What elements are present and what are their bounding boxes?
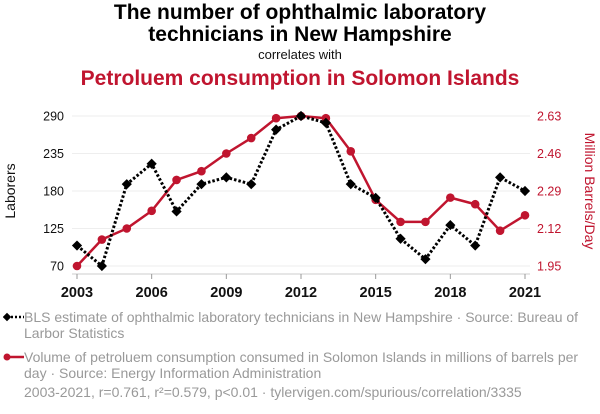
chart-plot: 70 125 180 235 290 1.95 2.12 2.29 2.46 2.63 2003… <box>2 110 598 301</box>
laborers-point <box>71 240 83 251</box>
y-left-tick-label: 125 <box>43 222 64 236</box>
correlation-footer: 2003-2021, r=0.761, r²=0.579, p<0.01 · t… <box>24 384 522 400</box>
chart-title: The number of ophthalmic laboratory tech… <box>0 2 600 46</box>
x-tick-label: 2018 <box>434 285 466 300</box>
laborers-point <box>171 206 182 217</box>
y-left-tick-label: 235 <box>43 147 64 161</box>
x-tick-label: 2003 <box>61 285 93 300</box>
legend-text-petroleum: Volume of petroluem consumption consumed… <box>24 349 579 381</box>
petroleum-point <box>346 146 356 156</box>
chart-title-line2: technicians in New Hampshire <box>148 23 452 46</box>
x-tick-label: 2012 <box>285 285 317 300</box>
grid-lines <box>72 115 530 267</box>
laborers-point <box>470 240 481 251</box>
petroleum-point <box>147 206 156 216</box>
legend-marker-laborers-icon <box>3 312 24 322</box>
petroleum-point <box>396 217 405 227</box>
x-tick-label: 2015 <box>360 285 392 300</box>
y-axis-right-title: Million Barrels/Day <box>582 133 598 250</box>
y-axis-right-ticks: 1.95 2.12 2.29 2.46 2.63 <box>537 110 561 274</box>
petroleum-point <box>72 261 82 271</box>
chart-subtitle: correlates with <box>258 47 342 62</box>
y-right-tick-label: 1.95 <box>537 260 561 274</box>
petroleum-point <box>97 235 107 244</box>
laborers-point <box>246 179 257 190</box>
petroleum-point <box>421 217 430 227</box>
laborers-point <box>121 179 132 190</box>
petroleum-point <box>271 113 281 123</box>
x-tick-label: 2006 <box>136 285 168 300</box>
y-left-tick-label: 180 <box>43 185 64 199</box>
petroleum-point <box>446 193 455 202</box>
laborers-point <box>395 233 406 244</box>
x-tick-label: 2009 <box>210 285 242 300</box>
y-left-tick-label: 70 <box>50 260 64 274</box>
petroleum-point <box>246 133 256 143</box>
petroleum-point <box>470 199 480 209</box>
laborers-point <box>146 158 157 169</box>
y-right-tick-label: 2.12 <box>537 222 561 236</box>
y-left-tick-label: 290 <box>43 110 64 124</box>
legend-item-petroleum: Volume of petroluem consumption consumed… <box>24 349 584 381</box>
laborers-point <box>495 172 506 183</box>
chart-title-secondary: Petroluem consumption in Solomon Islands <box>80 67 520 90</box>
petroleum-point <box>197 166 206 176</box>
x-axis-ticks: 2003 2006 2009 2012 2015 2018 2021 <box>61 274 541 300</box>
y-axis-left-title: Laborers <box>2 163 18 218</box>
x-tick-label: 2021 <box>509 285 541 300</box>
laborers-point <box>420 254 431 265</box>
petroleum-point <box>222 149 231 158</box>
petroleum-point <box>122 224 132 233</box>
y-axis-left-ticks: 70 125 180 235 290 <box>43 110 64 274</box>
petroleum-point <box>172 175 181 185</box>
legend-item-laborers: BLS estimate of ophthalmic laboratory te… <box>24 309 584 341</box>
y-right-tick-label: 2.63 <box>537 110 561 124</box>
y-right-tick-label: 2.29 <box>537 185 561 199</box>
chart-title-line1: The number of ophthalmic laboratory <box>113 1 487 24</box>
petroleum-point <box>520 210 530 220</box>
laborers-point <box>370 192 381 203</box>
petroleum-point <box>495 226 505 236</box>
y-right-tick-label: 2.46 <box>537 147 561 161</box>
legend-text-laborers: BLS estimate of ophthalmic laboratory te… <box>24 309 579 341</box>
legend-marker-petroleum-icon <box>3 353 24 361</box>
laborers-point <box>221 172 232 183</box>
